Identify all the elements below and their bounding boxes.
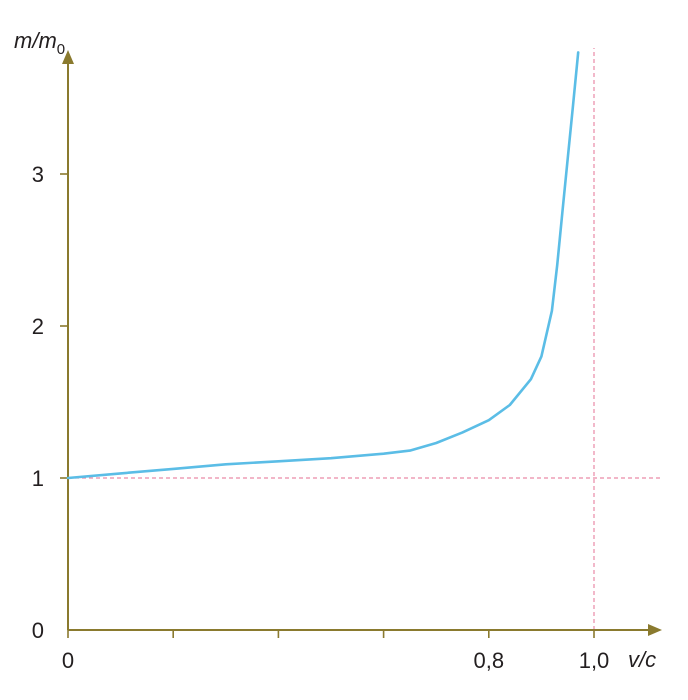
series-line-mass-ratio <box>66 51 580 480</box>
y-tick-label: 2 <box>32 314 44 339</box>
ticks: 0 0,8 1,0 0 1 2 3 <box>32 162 610 673</box>
y-axis-label-subscript: 0 <box>57 41 65 58</box>
y-tick-label: 3 <box>32 162 44 187</box>
x-axis-arrow <box>648 624 662 636</box>
x-tick-label: 0,8 <box>474 648 505 673</box>
x-axis-label: v/c <box>628 647 656 672</box>
x-tick-label: 1,0 <box>579 648 610 673</box>
y-tick-label: 0 <box>32 618 44 643</box>
x-tick-label: 0 <box>62 648 74 673</box>
axes <box>62 50 662 636</box>
y-axis-arrow <box>62 50 74 64</box>
y-axis-label-main: m/m <box>14 28 57 53</box>
reference-lines <box>68 48 662 630</box>
y-axis-label: m/m0 <box>14 28 65 58</box>
y-tick-label: 1 <box>32 466 44 491</box>
